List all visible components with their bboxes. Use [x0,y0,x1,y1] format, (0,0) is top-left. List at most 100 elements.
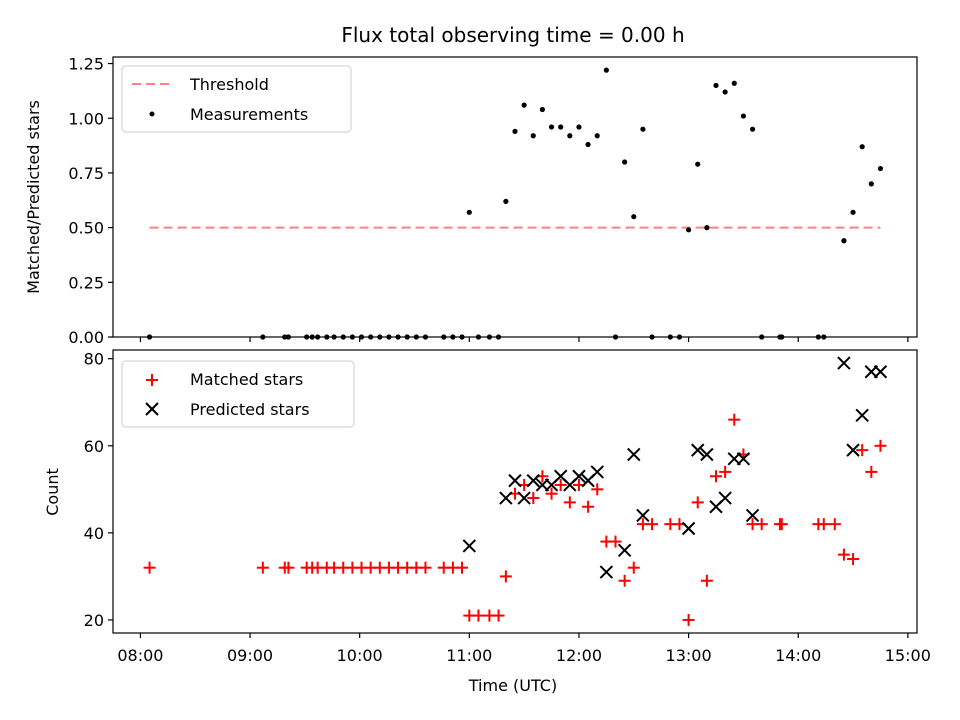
predicted-star-point [736,452,751,466]
predicted-star-point [700,447,714,462]
x-tick-label: 12:00 [556,646,602,665]
ratio-y-tick-label: 0.75 [68,164,104,183]
ratio-panel: 0.00 0.25 0.50 0.75 1.00 1.25 Matched/Predict… [24,55,918,347]
matched-star-point [591,483,604,496]
x-tick-label: 09:00 [227,646,273,665]
measurement-point [503,198,509,204]
count-y-tick-label: 80 [84,350,104,369]
measurement-point [868,181,874,187]
measurement-point [749,126,756,132]
matched-star-point [256,561,269,574]
ratio-y-tick-label: 1.00 [68,109,104,128]
measurement-point [731,80,737,86]
ratio-plot-frame [112,56,918,338]
legend-matched-label: Matched stars [190,370,303,389]
legend-matched-swatch [146,374,158,386]
predicted-star-point [499,491,513,505]
matched-star-point [775,518,788,531]
matched-star-point [837,548,850,561]
ratio-y-tick-label: 0.25 [68,273,104,292]
count-y-tick-label: 40 [84,524,104,543]
measurement-point [521,102,527,108]
measurement-point [713,82,719,89]
count-panel: 08:00 09:00 10:00 11:00 12:00 13:00 14:00 15:00… [43,349,931,695]
measurement-point [622,159,628,165]
matched-star-point [755,518,768,531]
x-tick-label: 08:00 [117,646,163,665]
count-legend: Matched stars Predicted stars [121,360,355,428]
matched-star-point [554,478,567,491]
measurement-point [850,209,856,215]
x-tick-label: 13:00 [666,646,712,665]
matched-star-point [828,518,841,531]
x-tick-label: 11:00 [446,646,492,665]
predicted-star-point [599,565,614,579]
matched-star-point [728,413,741,426]
matched-star-point [582,500,595,513]
measurement-point [877,165,884,172]
matched-star-point [865,465,878,478]
predicted-star-point [837,356,851,370]
predicted-star-point [681,521,696,536]
matched-star-point [691,496,704,509]
legend-threshold-label: Threshold [189,75,269,94]
predicted-star-point [572,469,586,483]
x-tick-label: 15:00 [885,646,931,665]
matched-star-point [609,535,622,548]
matched-star-point [817,518,830,531]
ratio-y-tick-label: 1.25 [68,55,104,74]
predicted-star-point [745,508,760,523]
count-legend-box [121,360,355,428]
legend-measurements-label: Measurements [190,105,308,124]
predicted-star-point [636,508,650,523]
measurement-point [594,133,600,139]
measurement-point [631,214,637,220]
measurement-point [576,124,582,130]
count-x-axis-label: Time (UTC) [468,676,557,695]
measurement-point [548,124,555,130]
predicted-star-point [462,539,477,553]
matched-star-point [682,613,695,626]
predicted-star-point [617,543,632,557]
x-tick-label: 14:00 [775,646,821,665]
measurement-point [841,238,847,244]
count-y-tick-label: 20 [84,611,104,630]
matched-star-point [499,570,512,583]
matched-star-point [472,609,485,622]
measurement-point [704,225,710,231]
measurement-point [512,128,518,134]
measurement-point [585,141,591,148]
measurement-point [530,133,536,139]
measurement-point [567,133,573,139]
legend-measurements-swatch [149,111,155,117]
predicted-star-point [855,408,869,423]
measurement-point [740,113,747,119]
predicted-star-point [526,473,540,488]
matched-star-point [563,496,576,509]
count-y-tick-label: 60 [84,437,104,456]
ratio-legend-box [121,65,352,133]
count-plot-frame [112,349,918,634]
matched-star-point [545,487,558,500]
measurement-point [466,209,472,215]
x-tick-label: 10:00 [337,646,383,665]
matched-star-point [847,552,860,565]
matched-star-point [282,561,295,574]
count-y-axis-label: Count [43,468,62,516]
predicted-star-point [517,491,531,505]
matched-star-point [700,574,713,587]
measurement-point [539,106,546,113]
predicted-star-point [718,491,732,505]
ratio-y-axis-label: Matched/Predicted stars [24,100,43,294]
matched-star-point [627,561,640,574]
matched-star-point [874,439,887,452]
measurement-point [685,227,692,233]
legend-predicted-label: Predicted stars [190,400,310,419]
matched-star-point [419,561,432,574]
matched-star-point [710,470,722,483]
legend-predicted-swatch [145,402,159,416]
predicted-star-point [508,473,522,488]
measurement-point [695,161,701,167]
ratio-legend: Threshold Measurements [121,65,352,133]
measurement-point [859,144,865,150]
